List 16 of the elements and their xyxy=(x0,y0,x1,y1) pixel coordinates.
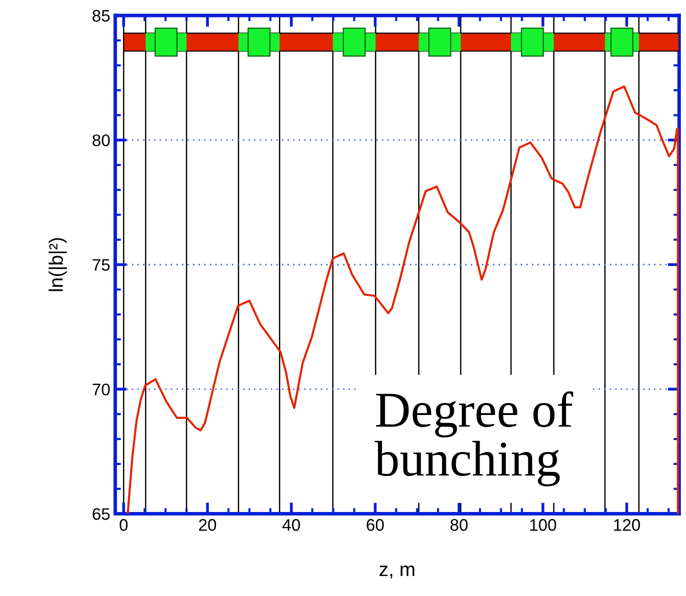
y-tick-label: 85 xyxy=(92,10,110,22)
y-tick-label: 80 xyxy=(92,134,110,146)
x-tick-label: 40 xyxy=(282,519,300,531)
x-tick-label: 80 xyxy=(450,519,468,531)
x-axis-title: z, m xyxy=(380,566,414,579)
x-tick-label: 120 xyxy=(614,519,640,531)
y-tick-label: 75 xyxy=(92,259,110,271)
x-tick-label: 60 xyxy=(366,519,384,531)
y-tick-label: 70 xyxy=(92,384,110,396)
x-tick-label: 100 xyxy=(530,519,556,531)
line-series xyxy=(126,85,679,514)
x-tick-label: 0 xyxy=(120,519,128,531)
y-tick-label: 65 xyxy=(92,508,110,520)
x-tick-label: 20 xyxy=(199,519,216,531)
annotation: Degree of bunching xyxy=(374,391,574,486)
y-axis-title: ln(|b|²) xyxy=(48,238,67,292)
